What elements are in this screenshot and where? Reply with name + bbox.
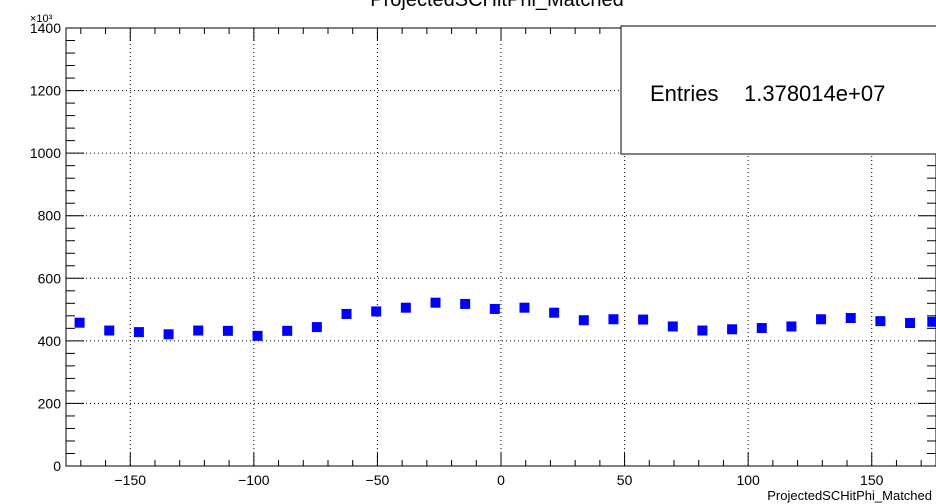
x-tick-label: 0 [497, 472, 505, 488]
stats-entries-label: Entries [650, 81, 718, 106]
data-point [371, 306, 382, 317]
data-point [74, 317, 85, 328]
data-point [667, 321, 678, 332]
y-multiplier-label: ×10³ [30, 13, 53, 25]
data-point [252, 330, 263, 341]
data-point [400, 302, 411, 313]
y-tick-label: 1000 [30, 145, 61, 161]
chart-title: ProjectedSCHitPhi_Matched [370, 0, 623, 11]
stats-entries-value: 1.378014e+07 [744, 81, 885, 106]
data-point [341, 308, 352, 319]
data-point [905, 318, 916, 329]
data-point [927, 316, 936, 327]
y-tick-label: 0 [53, 458, 61, 474]
data-point [578, 315, 589, 326]
x-tick-label: −100 [238, 472, 270, 488]
x-tick-label: 50 [617, 472, 633, 488]
data-point [816, 314, 827, 325]
stats-box: Entries 1.378014e+07 [620, 25, 936, 155]
x-axis-title: ProjectedSCHitPhi_Matched [767, 488, 932, 503]
x-tick-label: −50 [366, 472, 390, 488]
data-point [133, 327, 144, 338]
data-point [727, 324, 738, 335]
data-point [845, 313, 856, 324]
data-point [519, 302, 530, 313]
y-tick-label: 200 [38, 395, 62, 411]
data-point [549, 307, 560, 318]
x-tick-labels: −150 −100 −50 0 50 100 150 [114, 472, 883, 488]
data-point [608, 314, 619, 325]
data-point [430, 297, 441, 308]
data-point [638, 314, 649, 325]
data-point [756, 323, 767, 334]
y-tick-label: 800 [38, 208, 62, 224]
data-points [74, 297, 936, 341]
y-tick-label: 1400 [30, 20, 61, 36]
data-point [163, 329, 174, 340]
y-tick-labels: 0 200 400 600 800 1000 1200 1400 [30, 20, 61, 474]
stats-box-frame [620, 25, 936, 155]
data-point [193, 325, 204, 336]
data-point [282, 325, 293, 336]
data-point [786, 321, 797, 332]
data-point [104, 325, 115, 336]
x-tick-label: 150 [860, 472, 884, 488]
data-point [222, 325, 233, 336]
y-tick-label: 1200 [30, 83, 61, 99]
data-point [311, 322, 322, 333]
x-tick-label: −150 [114, 472, 146, 488]
data-point [489, 303, 500, 314]
x-tick-label: 100 [736, 472, 760, 488]
data-point [697, 325, 708, 336]
y-tick-label: 400 [38, 333, 62, 349]
data-point [875, 316, 886, 327]
y-tick-label: 600 [38, 270, 62, 286]
data-point [460, 298, 471, 309]
